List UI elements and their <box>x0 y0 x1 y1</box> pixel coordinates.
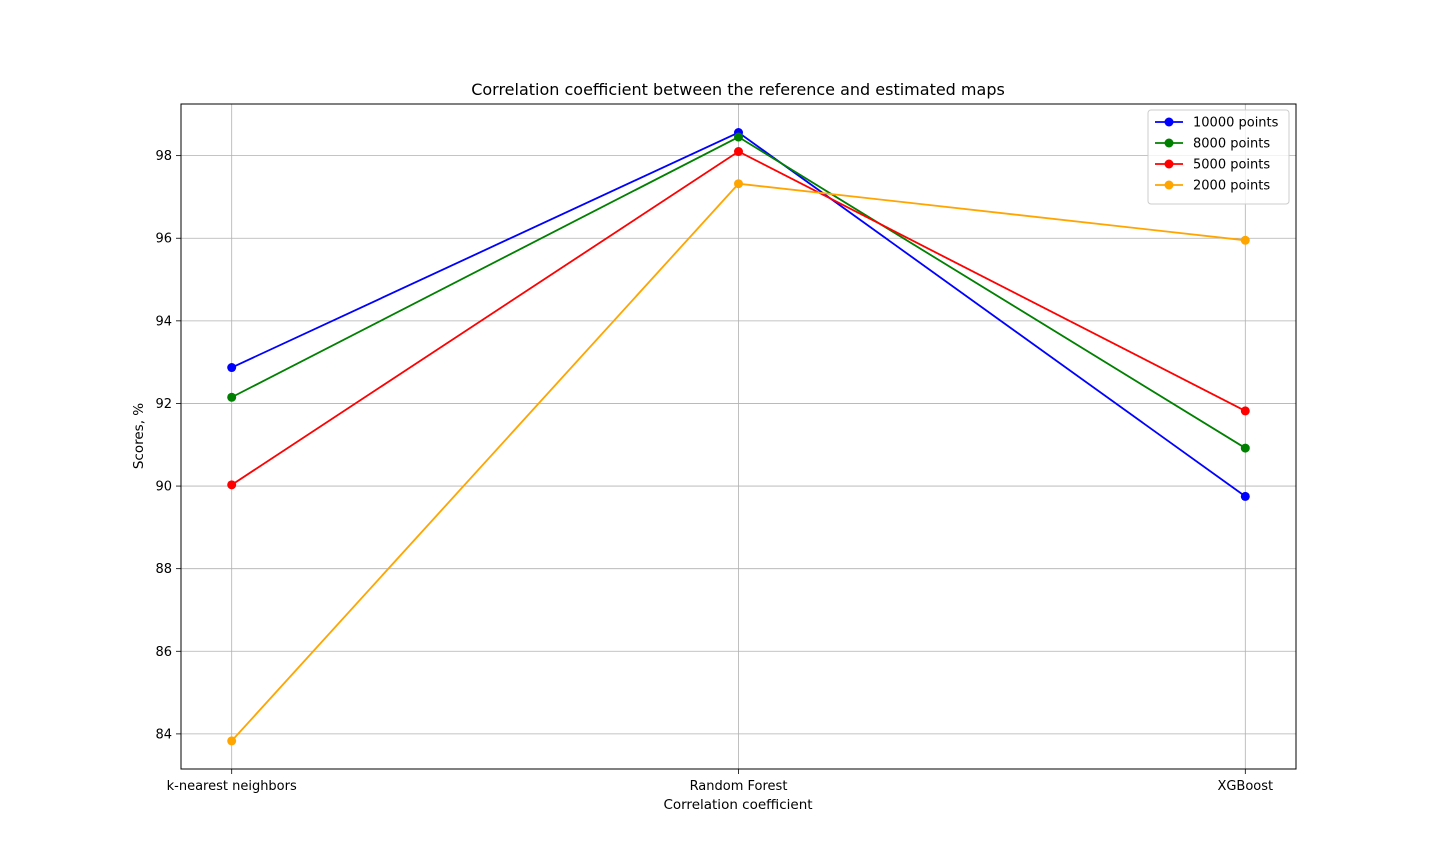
data-point <box>227 363 237 373</box>
legend-box <box>1147 109 1290 205</box>
y-tick-label: 96 <box>155 232 172 247</box>
data-point <box>734 147 743 156</box>
legend-label: 5000 points <box>1193 158 1270 173</box>
y-tick-label: 92 <box>155 397 172 412</box>
y-tick-label: 86 <box>155 645 172 660</box>
x-tick-label: Random Forest <box>690 779 788 794</box>
legend-marker <box>1164 159 1174 169</box>
legend-marker <box>1164 117 1174 127</box>
data-point <box>734 132 743 142</box>
data-point <box>1240 235 1250 245</box>
x-axis-ticks: k-nearest neighbors Random Forest XGBoost <box>167 769 1273 794</box>
y-tick-label: 98 <box>155 149 172 164</box>
x-tick-label: k-nearest neighbors <box>167 779 297 794</box>
grid-lines <box>181 104 1296 769</box>
legend-label: 10000 points <box>1193 116 1279 131</box>
legend-label: 8000 points <box>1193 137 1270 152</box>
data-point <box>227 392 237 402</box>
series-group <box>227 128 1250 746</box>
x-tick-label: XGBoost <box>1217 779 1273 794</box>
data-point <box>1240 443 1250 453</box>
data-point <box>227 736 237 746</box>
data-point <box>734 179 743 189</box>
x-axis-label: Correlation coefficient <box>663 797 812 813</box>
y-tick-label: 84 <box>155 727 172 742</box>
y-tick-label: 90 <box>155 480 172 495</box>
y-tick-label: 94 <box>155 314 172 329</box>
legend-marker <box>1164 180 1174 190</box>
data-point <box>227 480 237 490</box>
data-point <box>1240 406 1250 416</box>
legend-marker <box>1164 138 1174 148</box>
y-tick-label: 88 <box>155 562 172 577</box>
legend-label: 2000 points <box>1193 179 1270 194</box>
chart-title: Correlation coefficient between the refe… <box>471 80 1005 99</box>
data-point <box>1240 491 1250 501</box>
y-axis-ticks: 84 86 88 90 92 94 96 98 <box>155 149 181 742</box>
legend: 10000 points 8000 points 5000 points 2000 p… <box>1147 109 1290 205</box>
y-axis-label: Scores, % <box>131 403 147 469</box>
